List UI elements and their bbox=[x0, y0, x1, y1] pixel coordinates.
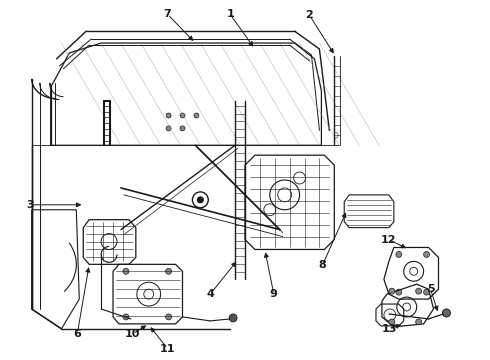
Circle shape bbox=[416, 319, 421, 325]
Circle shape bbox=[180, 126, 185, 131]
Circle shape bbox=[396, 289, 402, 295]
Circle shape bbox=[166, 268, 171, 274]
Circle shape bbox=[229, 314, 237, 322]
Circle shape bbox=[197, 197, 203, 203]
Text: 12: 12 bbox=[381, 234, 396, 244]
Circle shape bbox=[166, 113, 171, 118]
Circle shape bbox=[424, 251, 430, 257]
Text: 4: 4 bbox=[206, 289, 214, 299]
Text: 13: 13 bbox=[381, 324, 396, 334]
Circle shape bbox=[166, 126, 171, 131]
Text: 1: 1 bbox=[226, 9, 234, 19]
Circle shape bbox=[416, 288, 421, 294]
Text: 8: 8 bbox=[318, 260, 326, 270]
Text: 3: 3 bbox=[26, 200, 33, 210]
Circle shape bbox=[389, 288, 395, 294]
Circle shape bbox=[389, 319, 395, 325]
Circle shape bbox=[396, 251, 402, 257]
Text: 6: 6 bbox=[74, 329, 81, 339]
Text: 11: 11 bbox=[160, 344, 175, 354]
Text: 2: 2 bbox=[306, 10, 314, 20]
Circle shape bbox=[123, 314, 129, 320]
Text: 5: 5 bbox=[427, 284, 434, 294]
Text: 7: 7 bbox=[164, 9, 171, 19]
Text: 10: 10 bbox=[125, 329, 141, 339]
Text: 9: 9 bbox=[270, 289, 278, 299]
Circle shape bbox=[442, 309, 450, 317]
Circle shape bbox=[123, 268, 129, 274]
Circle shape bbox=[424, 289, 430, 295]
Circle shape bbox=[166, 314, 171, 320]
Circle shape bbox=[180, 113, 185, 118]
Circle shape bbox=[194, 113, 199, 118]
